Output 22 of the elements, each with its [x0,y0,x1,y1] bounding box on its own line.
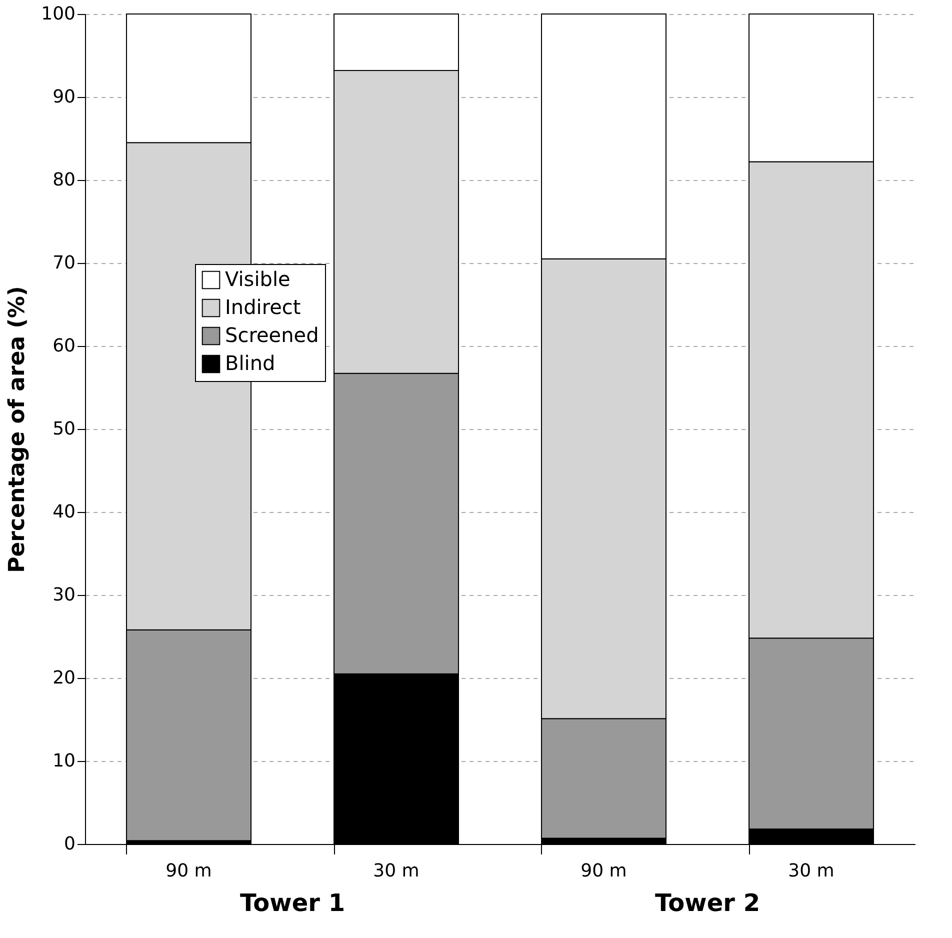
legend-label: Visible [225,267,290,291]
y-tick-label: 100 [41,4,76,24]
legend-label: Indirect [225,295,301,319]
text: Tower 1 [240,889,346,917]
y-tick-label: 20 [52,668,76,688]
text: Tower 2 [654,889,760,917]
y-tick-label: 40 [52,502,76,522]
y-tick-label: 70 [52,252,76,274]
y-axis-title: Percentage of area (%) [5,286,30,573]
y-tick-label: 30 [52,584,76,606]
x-tick-label: 90 m [580,860,627,882]
legend-label: Screened [225,323,319,347]
x-tick-label: 90 m [166,860,212,882]
legend-label: Blind [225,351,276,375]
y-tick-label: 60 [52,336,76,356]
y-tick-label: 10 [52,750,76,772]
y-tick-label: 90 [52,86,76,108]
x-tick-label: 30 m [373,860,420,882]
x-tick-label: 30 m [788,860,834,882]
y-tick-label: 80 [52,170,76,190]
y-tick-label: 50 [52,418,76,440]
y-tick-label: 0 [64,834,76,854]
